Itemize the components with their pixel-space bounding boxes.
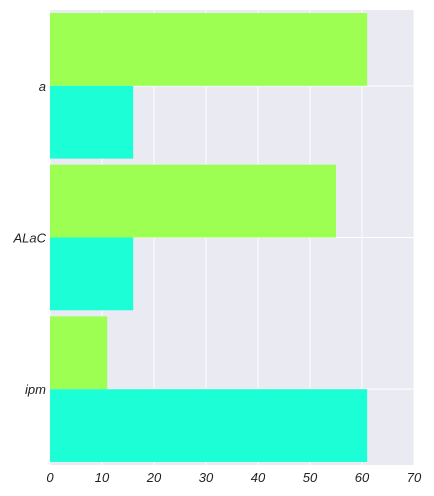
x-tick-label-0: 0 xyxy=(46,470,54,485)
x-tick-label-50: 50 xyxy=(303,470,318,485)
x-tick-label-30: 30 xyxy=(199,470,214,485)
bar-series1-a xyxy=(50,85,134,159)
x-tick-label-10: 10 xyxy=(95,470,110,485)
bar-series0-a xyxy=(50,13,368,86)
x-tick-label-20: 20 xyxy=(146,470,162,485)
y-category-label-ALaC: ALaC xyxy=(12,231,46,246)
y-category-label-ipm: ipm xyxy=(25,382,46,397)
bar-series0-ipm xyxy=(50,316,108,390)
bar-series0-ALaC xyxy=(50,164,336,238)
x-tick-label-70: 70 xyxy=(407,470,422,485)
x-tick-label-40: 40 xyxy=(251,470,266,485)
bars xyxy=(50,13,368,462)
y-axis-categories: a ALaC ipm xyxy=(12,79,46,397)
bar-series1-ALaC xyxy=(50,237,134,311)
x-tick-label-60: 60 xyxy=(355,470,370,485)
bar-series1-ipm xyxy=(50,389,368,462)
y-category-label-a: a xyxy=(39,79,46,94)
x-axis-ticks: 0 10 20 30 40 50 60 70 xyxy=(46,470,422,485)
